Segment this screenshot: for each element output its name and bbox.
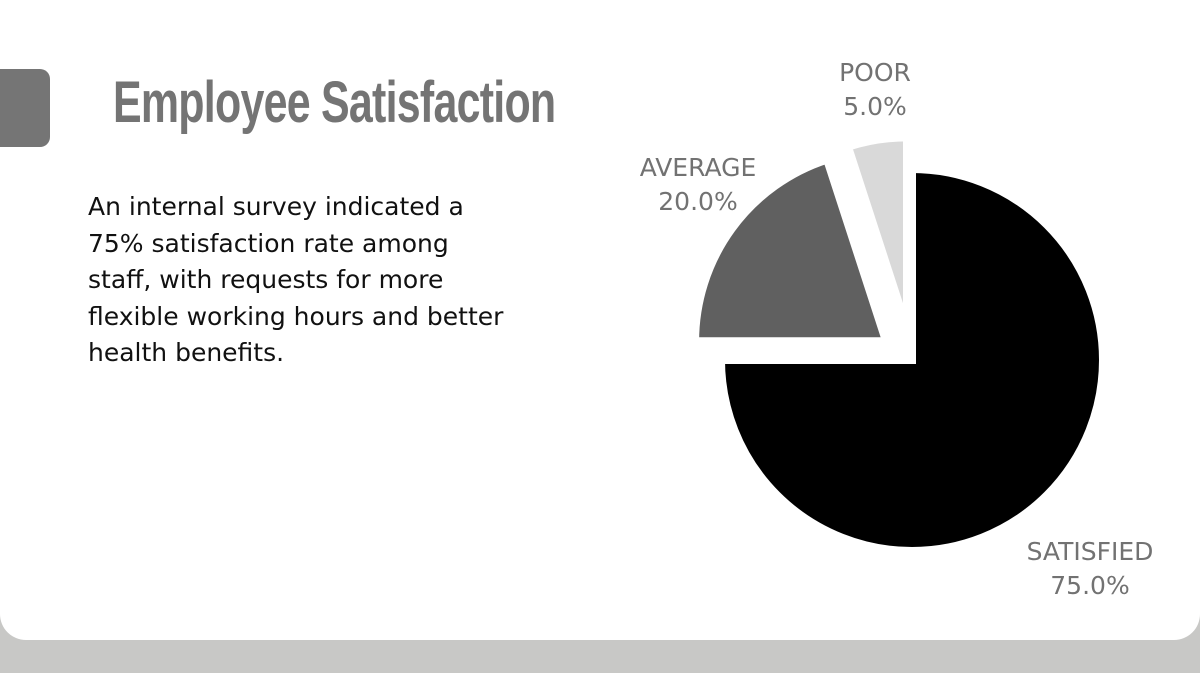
pie-slice-average: [691, 154, 892, 346]
label-poor-value: 5.0%: [843, 92, 907, 121]
pie-slice-poor: [842, 133, 911, 330]
label-average: AVERAGE 20.0%: [618, 151, 778, 219]
slide-body-text: An internal survey indicated a 75% satis…: [88, 192, 504, 367]
label-average-name: AVERAGE: [639, 153, 757, 182]
slide-title: Employee Satisfaction: [113, 70, 556, 135]
accent-tab: [0, 69, 50, 147]
pie-slice-satisfied: [716, 164, 1107, 555]
pie-chart: POOR 5.0% AVERAGE 20.0% SATISFIED 75.0%: [600, 40, 1200, 620]
label-poor: POOR 5.0%: [825, 56, 925, 124]
label-average-value: 20.0%: [658, 187, 738, 216]
label-satisfied-value: 75.0%: [1050, 571, 1130, 600]
label-satisfied-name: SATISFIED: [1026, 537, 1154, 566]
label-satisfied: SATISFIED 75.0%: [1005, 535, 1175, 603]
label-poor-name: POOR: [839, 58, 911, 87]
pie-chart-graphic: [691, 133, 1107, 555]
